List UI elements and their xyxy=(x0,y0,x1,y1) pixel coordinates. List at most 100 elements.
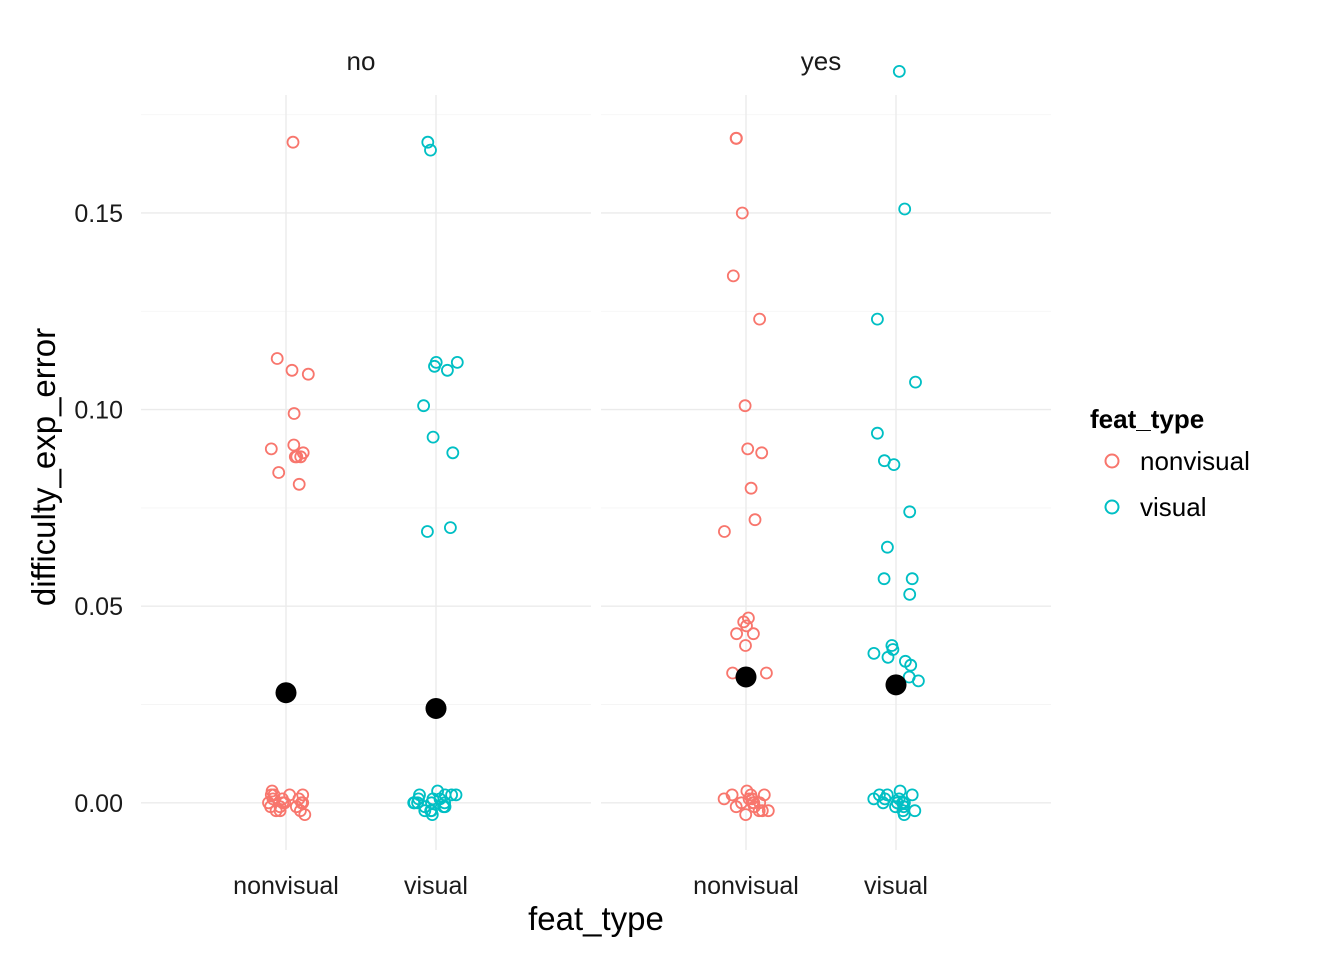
point-visual xyxy=(443,521,457,534)
point-nonvisual xyxy=(739,808,753,821)
point-visual xyxy=(867,647,881,660)
legend: feat_type nonvisual visual xyxy=(1090,404,1250,522)
point-nonvisual xyxy=(755,804,769,818)
point-nonvisual xyxy=(725,788,739,802)
point-visual xyxy=(426,430,440,444)
y-tick-label: 0.00 xyxy=(74,790,123,818)
point-nonvisual xyxy=(275,792,289,806)
point-nonvisual xyxy=(741,442,755,456)
point-nonvisual xyxy=(739,639,752,652)
point-nonvisual xyxy=(748,513,762,527)
point-visual xyxy=(908,804,922,818)
point-visual xyxy=(871,426,884,440)
point-nonvisual xyxy=(290,450,304,464)
point-nonvisual xyxy=(293,804,307,818)
point-nonvisual xyxy=(753,312,766,326)
point-visual xyxy=(887,458,901,472)
mean-point-visual xyxy=(885,674,907,696)
point-visual xyxy=(428,359,441,373)
point-visual xyxy=(425,808,439,821)
point-nonvisual xyxy=(301,367,315,381)
point-visual xyxy=(418,804,432,818)
point-nonvisual xyxy=(272,466,286,479)
point-visual xyxy=(903,588,917,601)
point-nonvisual xyxy=(287,438,301,452)
facet-strip-label-no: no xyxy=(347,46,376,76)
point-visual xyxy=(876,796,890,810)
point-visual xyxy=(893,784,907,798)
mean-point-nonvisual xyxy=(735,666,757,688)
facet-strip-label-yes: yes xyxy=(801,46,841,76)
point-visual xyxy=(904,658,918,672)
point-visual xyxy=(892,65,906,78)
point-visual xyxy=(449,788,463,802)
point-visual xyxy=(407,796,421,810)
point-visual xyxy=(446,446,460,460)
point-visual xyxy=(450,355,464,369)
point-visual xyxy=(871,312,884,326)
point-visual xyxy=(905,572,919,586)
point-visual xyxy=(420,525,434,538)
point-visual xyxy=(912,674,925,688)
point-visual xyxy=(437,800,450,814)
point-nonvisual xyxy=(264,800,278,814)
point-visual xyxy=(440,363,454,377)
point-visual xyxy=(897,808,911,821)
point-visual xyxy=(889,800,902,814)
point-nonvisual xyxy=(729,131,743,145)
point-nonvisual xyxy=(730,627,743,641)
point-nonvisual xyxy=(286,135,300,149)
point-visual xyxy=(881,540,894,554)
point-nonvisual xyxy=(735,206,749,220)
point-visual xyxy=(905,788,919,802)
point-visual xyxy=(417,399,431,413)
y-tick-label: 0.05 xyxy=(74,593,123,621)
point-visual xyxy=(898,202,912,216)
point-nonvisual xyxy=(270,352,284,365)
legend-key-nonvisual xyxy=(1104,453,1120,469)
point-visual xyxy=(421,135,435,149)
point-nonvisual xyxy=(296,788,310,802)
point-nonvisual xyxy=(718,525,731,538)
facet-panel-no xyxy=(141,95,591,850)
point-nonvisual xyxy=(744,481,758,495)
point-nonvisual xyxy=(285,363,299,377)
point-nonvisual xyxy=(761,804,775,818)
point-nonvisual xyxy=(747,796,761,810)
point-nonvisual xyxy=(729,800,743,814)
x-tick-label: visual xyxy=(404,872,468,900)
point-nonvisual xyxy=(264,442,278,456)
point-visual xyxy=(892,792,906,806)
point-visual xyxy=(873,788,886,802)
point-nonvisual xyxy=(292,477,306,491)
point-visual xyxy=(877,572,891,586)
point-nonvisual xyxy=(726,269,740,283)
x-tick-label: visual xyxy=(864,872,928,900)
x-axis-title: feat_type xyxy=(528,900,664,937)
point-nonvisual xyxy=(738,399,752,413)
y-tick-label: 0.10 xyxy=(74,397,123,425)
mean-point-nonvisual xyxy=(275,682,297,704)
point-nonvisual xyxy=(747,627,760,641)
facet-panel-yes xyxy=(601,65,1051,850)
legend-label-visual: visual xyxy=(1140,492,1206,522)
legend-title: feat_type xyxy=(1090,404,1204,434)
point-nonvisual xyxy=(287,407,301,420)
mean-point-visual xyxy=(425,697,447,719)
point-visual xyxy=(903,505,917,519)
point-visual xyxy=(426,792,440,806)
point-nonvisual xyxy=(294,450,308,464)
y-tick-label: 0.15 xyxy=(74,200,123,228)
point-visual xyxy=(881,650,895,664)
point-visual xyxy=(445,788,459,802)
legend-label-nonvisual: nonvisual xyxy=(1140,446,1250,476)
point-nonvisual xyxy=(276,796,290,810)
x-tick-label: nonvisual xyxy=(233,872,339,900)
legend-key-visual xyxy=(1104,499,1120,515)
point-visual xyxy=(909,375,922,389)
y-axis-title: difficulty_exp_error xyxy=(25,328,62,606)
point-nonvisual xyxy=(289,800,303,814)
point-nonvisual xyxy=(760,666,773,680)
point-nonvisual xyxy=(755,446,769,460)
